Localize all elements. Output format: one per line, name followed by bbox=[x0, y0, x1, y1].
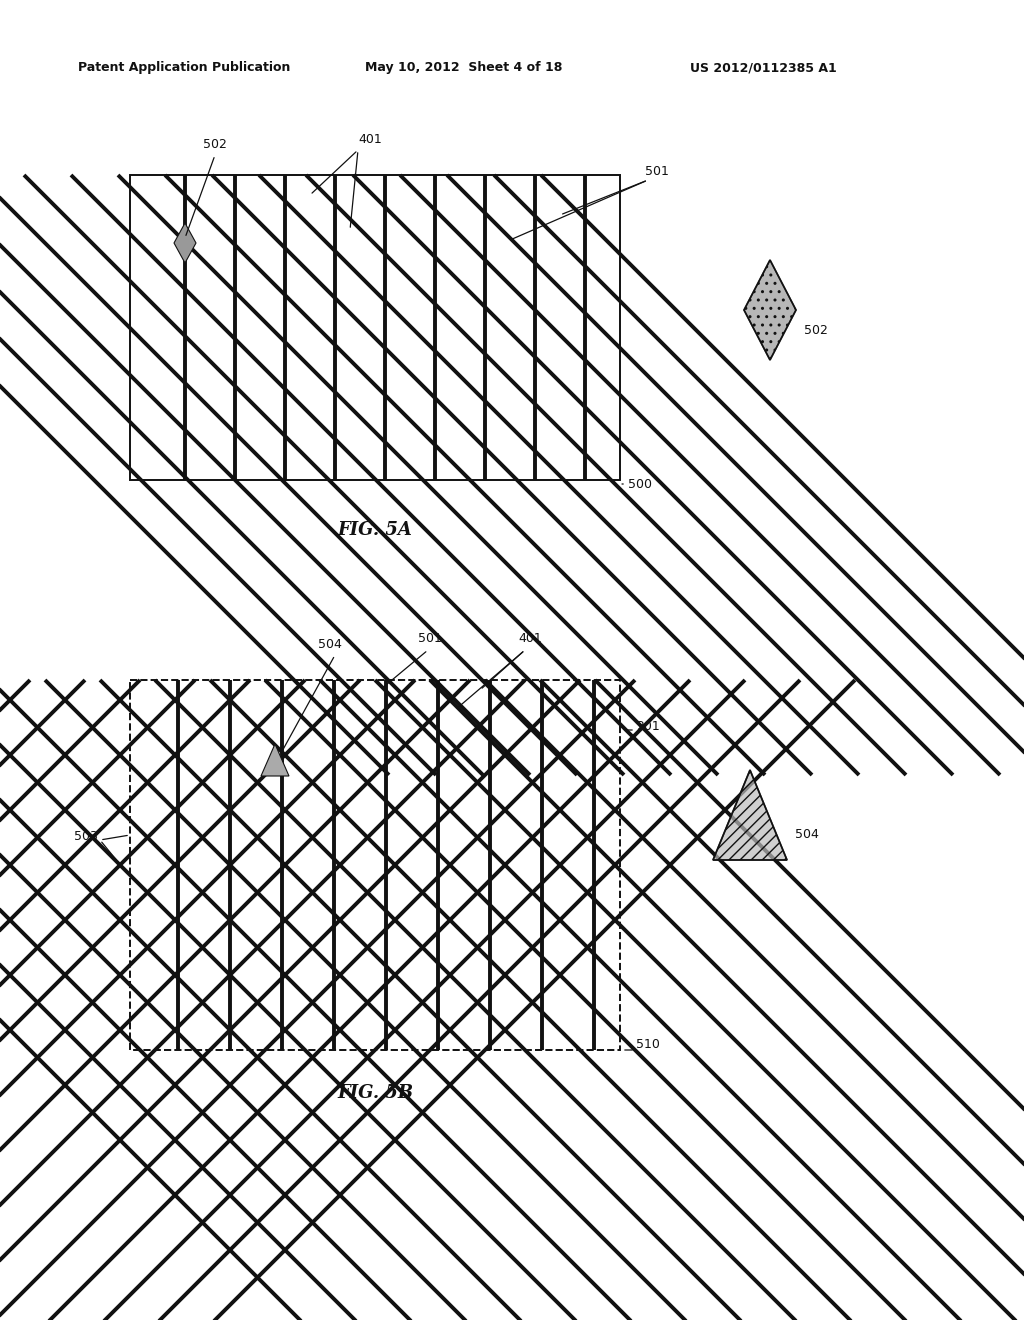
Text: 201: 201 bbox=[636, 719, 659, 733]
Polygon shape bbox=[713, 770, 787, 861]
Text: FIG. 5B: FIG. 5B bbox=[337, 1084, 413, 1102]
Text: 502: 502 bbox=[804, 323, 827, 337]
Text: FIG. 5A: FIG. 5A bbox=[338, 521, 413, 539]
Text: 503: 503 bbox=[74, 830, 98, 843]
Bar bbox=[130, 680, 620, 1049]
Bar bbox=[130, 176, 620, 480]
Polygon shape bbox=[261, 744, 289, 776]
Text: 500: 500 bbox=[628, 478, 652, 491]
Text: 504: 504 bbox=[795, 829, 819, 842]
Polygon shape bbox=[174, 223, 196, 263]
Text: 401: 401 bbox=[518, 632, 542, 645]
Bar bbox=[130, 176, 620, 480]
Text: May 10, 2012  Sheet 4 of 18: May 10, 2012 Sheet 4 of 18 bbox=[365, 62, 562, 74]
Polygon shape bbox=[744, 260, 796, 360]
Text: 510: 510 bbox=[636, 1038, 659, 1051]
Text: 501: 501 bbox=[645, 165, 669, 178]
Text: 501: 501 bbox=[418, 632, 442, 645]
Text: 401: 401 bbox=[358, 133, 382, 147]
Text: US 2012/0112385 A1: US 2012/0112385 A1 bbox=[690, 62, 837, 74]
Bar bbox=[130, 680, 620, 1049]
Text: 504: 504 bbox=[318, 638, 342, 651]
Text: 502: 502 bbox=[203, 139, 227, 150]
Text: Patent Application Publication: Patent Application Publication bbox=[78, 62, 291, 74]
